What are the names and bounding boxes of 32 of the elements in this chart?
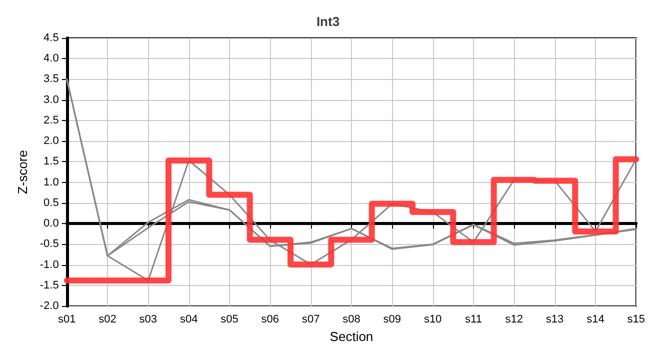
y-tick-label: -1.0 xyxy=(40,258,59,271)
x-tick-label: s10 xyxy=(424,314,442,326)
y-axis-title: Z-score xyxy=(15,150,30,194)
y-tick-label: -2.0 xyxy=(40,300,59,312)
x-tick-label: s03 xyxy=(139,314,158,326)
x-tick-label: s07 xyxy=(302,314,320,326)
y-tick-label: -0.5 xyxy=(40,238,59,250)
y-tick-label: 1.0 xyxy=(44,176,59,188)
chart-title: Int3 xyxy=(316,14,340,29)
y-tick-label: 2.0 xyxy=(44,135,59,148)
x-tick-label: s08 xyxy=(342,314,360,326)
y-tick-label: 0.5 xyxy=(44,196,59,209)
x-tick-label: s15 xyxy=(627,314,646,326)
y-tick-label: 2.5 xyxy=(44,114,59,126)
x-tick-label: s02 xyxy=(98,314,116,326)
y-tick-label: 3.0 xyxy=(44,94,59,106)
y-tick-label: 4.5 xyxy=(44,32,59,44)
x-tick-label: s05 xyxy=(220,314,238,326)
y-tick-label: 0.0 xyxy=(44,218,59,230)
x-axis-title: Section xyxy=(330,329,374,344)
x-tick-label: s01 xyxy=(58,314,76,326)
y-tick-label: -1.5 xyxy=(40,279,59,292)
x-tick-label: s11 xyxy=(465,314,482,326)
x-tick-label: s14 xyxy=(586,314,604,326)
x-tick-label: s06 xyxy=(261,314,280,326)
x-tick-label: s12 xyxy=(505,314,524,326)
x-tick-label: s04 xyxy=(180,314,198,326)
y-tick-label: 1.5 xyxy=(44,156,59,168)
y-tick-label: 4.0 xyxy=(44,52,59,65)
y-tick-label: 3.5 xyxy=(44,73,59,86)
x-tick-label: s13 xyxy=(546,314,564,326)
x-tick-label: s09 xyxy=(383,314,402,326)
